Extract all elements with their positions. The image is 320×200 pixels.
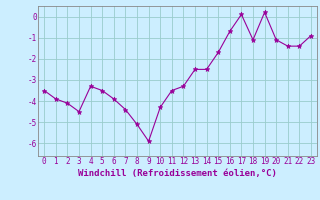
X-axis label: Windchill (Refroidissement éolien,°C): Windchill (Refroidissement éolien,°C) [78,169,277,178]
